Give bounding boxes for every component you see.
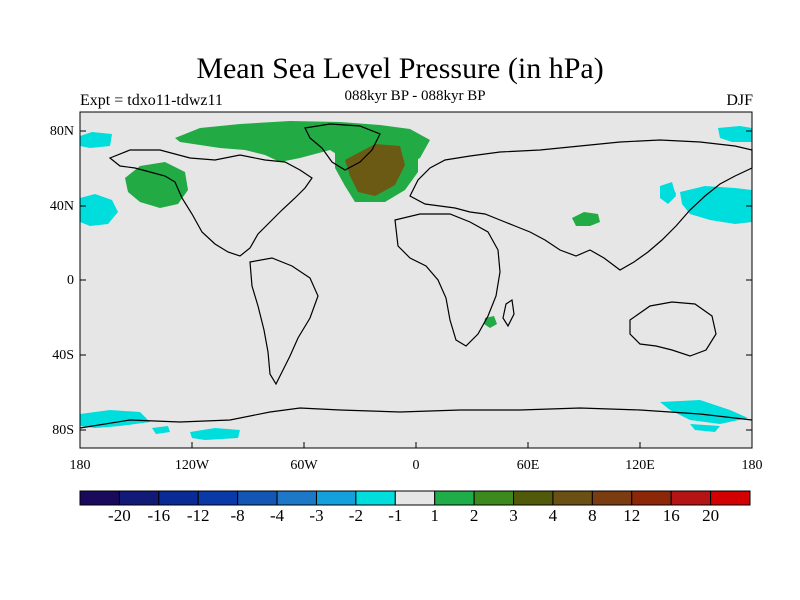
y-tick-label: 80N (49, 124, 74, 139)
x-tick-label: 120W (174, 458, 210, 473)
colorbar-tick-label: 8 (588, 506, 597, 525)
colorbar-tick-label: -20 (108, 506, 131, 525)
australia-coast (629, 301, 717, 357)
colorbar-tick-label: 20 (702, 506, 720, 525)
colorbar-tick-label: -2 (348, 506, 363, 525)
colorbar-swatch (473, 490, 515, 506)
colorbar-tick-label: -8 (230, 506, 245, 525)
east-pacific-negative (80, 194, 118, 226)
north-pacific-positive (125, 162, 188, 208)
colorbar-swatch (158, 490, 199, 506)
colorbar-swatch (237, 490, 278, 506)
southern-ocean-negative-far-east (690, 424, 720, 432)
colorbar-tick-label: 4 (548, 506, 558, 525)
coastlines (79, 123, 753, 429)
north-atlantic-positive (345, 144, 405, 196)
colorbar-swatch (276, 490, 317, 506)
colorbar-swatch (631, 490, 672, 506)
colorbar-swatch (552, 490, 593, 506)
colorbar-swatch (355, 490, 396, 506)
southern-ocean-negative-pacific (190, 428, 240, 440)
colorbar-tick-label: -1 (388, 506, 403, 525)
y-tick-label: 80S (52, 423, 74, 438)
colorbar-swatch (315, 490, 357, 506)
colorbar (79, 490, 751, 506)
x-tick-label: 180 (741, 458, 763, 473)
southern-ocean-negative-west-2 (152, 426, 170, 434)
northwest-pacific-negative (680, 186, 752, 224)
period-label: 088kyr BP - 088kyr BP (344, 88, 486, 104)
colorbar-swatch (710, 490, 751, 506)
x-tick-label: 180 (69, 458, 91, 473)
chart-title: Mean Sea Level Pressure (in hPa) (196, 52, 604, 85)
colorbar-swatch (591, 490, 633, 506)
eurasia-coast (409, 139, 753, 271)
y-tick-label: 40N (49, 199, 74, 214)
negative-anomaly-layer (80, 126, 752, 440)
southern-ocean-negative-west (80, 410, 150, 428)
x-tick-label: 120E (625, 458, 655, 473)
y-tick-label: 40S (52, 348, 74, 363)
colorbar-swatch (79, 490, 120, 506)
colorbar-tick-label: 3 (509, 506, 518, 525)
colorbar-swatch (197, 490, 239, 506)
antarctica-coast (79, 407, 753, 429)
colorbar-tick-label: -12 (186, 506, 210, 525)
map-panel (79, 111, 753, 449)
colorbar-swatch (394, 490, 436, 506)
x-tick-label: 60W (290, 458, 318, 473)
experiment-label: Expt = tdxo11-tdwz11 (80, 92, 223, 109)
x-tick-label: 60E (516, 458, 540, 473)
y-tick-label: 0 (67, 273, 74, 288)
colorbar-swatch (513, 490, 554, 506)
colorbar-tick-label: 12 (623, 506, 641, 525)
southern-ocean-negative-east (660, 400, 748, 424)
colorbar-tick-label: -16 (147, 506, 171, 525)
colorbar-swatch (434, 490, 475, 506)
africa-coast (394, 213, 501, 347)
arctic-east-negative (718, 126, 752, 142)
japan-sea-negative (660, 182, 676, 204)
tick-marks (80, 130, 752, 448)
colorbar-tick-label: -4 (270, 506, 285, 525)
season-label: DJF (726, 92, 753, 109)
colorbar-swatch (118, 490, 160, 506)
southeast-africa-positive (484, 316, 497, 328)
colorbar-tick-label: 1 (430, 506, 439, 525)
colorbar-swatch (670, 490, 712, 506)
south-america-coast (249, 257, 319, 386)
greenland-coast (304, 123, 381, 171)
colorbar-tick-label: -3 (309, 506, 324, 525)
bering-negative (80, 132, 112, 148)
central-asia-positive (572, 212, 600, 226)
colorbar-tick-label: 16 (662, 506, 680, 525)
x-tick-label: 0 (412, 458, 420, 473)
madagascar-coast (502, 298, 515, 328)
colorbar-tick-label: 2 (469, 506, 479, 525)
north-america-coast (108, 149, 313, 257)
